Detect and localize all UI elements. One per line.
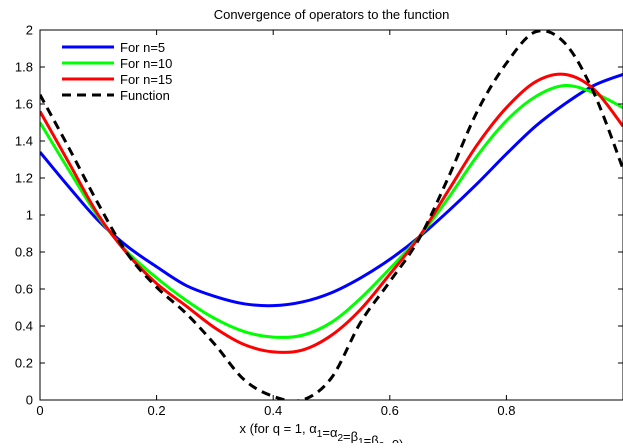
- y-axis: 0 0.2 0.4 0.6 0.8 1 1.2 1.4 1.6 1.8 2: [15, 23, 623, 408]
- x-label-separator: =0): [384, 437, 403, 443]
- series-line-4: [40, 30, 623, 400]
- x-tick-label: 0: [36, 403, 43, 418]
- y-tick-label: 1: [26, 208, 33, 223]
- series-line-3: [40, 72, 623, 354]
- x-label-subscript: 1: [317, 429, 323, 440]
- y-tick-label: 0.6: [15, 282, 33, 297]
- y-tick-label: 1.4: [15, 134, 33, 149]
- y-tick-label: 2: [26, 23, 33, 38]
- x-label-symbol: α: [309, 421, 317, 436]
- x-label-prefix: x (for q = 1,: [240, 421, 310, 436]
- legend-label-2: For n=10: [120, 56, 172, 71]
- x-tick-label: 0.6: [381, 403, 399, 418]
- y-tick-label: 0: [26, 393, 33, 408]
- x-label-symbol: α: [330, 425, 338, 440]
- x-label-symbol: β: [351, 429, 358, 443]
- y-tick-label: 1.6: [15, 97, 33, 112]
- x-axis: 0 0.2 0.4 0.6 0.8: [36, 30, 515, 418]
- x-label-separator: =: [343, 429, 351, 443]
- y-tick-label: 0.4: [15, 319, 33, 334]
- x-label-subscript: 2: [337, 433, 343, 443]
- x-label-separator: =: [322, 425, 330, 440]
- chart-title: Convergence of operators to the function: [214, 7, 450, 22]
- legend-label-4: Function: [120, 88, 170, 103]
- legend-label-1: For n=5: [120, 40, 165, 55]
- x-axis-label: x (for q = 1, α1=α2=β1=β2=0): [240, 421, 404, 443]
- x-tick-label: 0.4: [264, 403, 282, 418]
- x-label-symbol: β: [371, 433, 378, 443]
- y-tick-label: 1.2: [15, 171, 33, 186]
- y-tick-label: 0.2: [15, 356, 33, 371]
- y-tick-label: 1.8: [15, 60, 33, 75]
- x-tick-label: 0.2: [148, 403, 166, 418]
- y-tick-label: 0.8: [15, 245, 33, 260]
- x-label-separator: =: [364, 433, 372, 443]
- series-layer: [40, 30, 623, 400]
- series-line-1: [40, 72, 623, 308]
- series-line-2: [40, 83, 623, 339]
- legend-label-3: For n=15: [120, 72, 172, 87]
- x-tick-label: 0.8: [497, 403, 515, 418]
